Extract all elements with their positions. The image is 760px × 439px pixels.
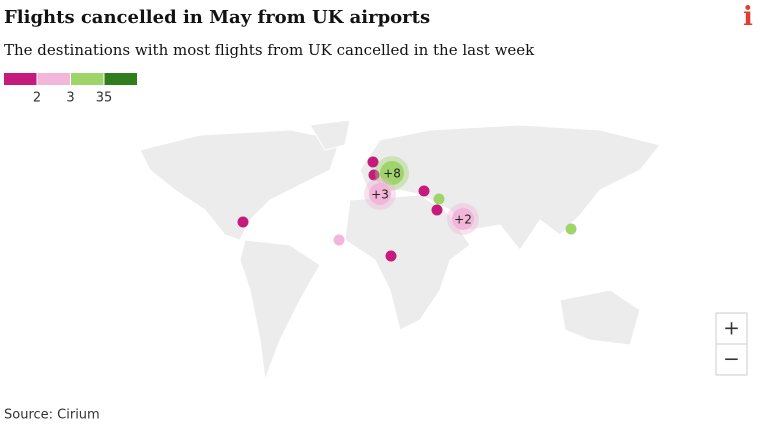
destination-marker bbox=[385, 250, 397, 262]
destination-marker bbox=[368, 169, 380, 181]
land bbox=[309, 119, 351, 151]
cluster-marker bbox=[380, 161, 404, 185]
destination-marker bbox=[418, 185, 430, 197]
land bbox=[559, 289, 641, 346]
legend-label: 2 bbox=[33, 91, 41, 106]
zoom-in-label[interactable]: + bbox=[723, 316, 740, 340]
logo: i bbox=[743, 2, 753, 32]
legend-swatch bbox=[37, 73, 70, 85]
source: Source: Cirium bbox=[4, 408, 100, 423]
destination-marker bbox=[367, 156, 379, 168]
legend-swatch bbox=[71, 73, 104, 85]
destination-marker bbox=[431, 204, 443, 216]
subtitle: The destinations with most flights from … bbox=[4, 41, 535, 59]
destination-marker bbox=[333, 234, 345, 246]
cluster-marker bbox=[452, 208, 474, 230]
zoom-out-label[interactable]: − bbox=[723, 347, 740, 371]
legend-label: 35 bbox=[96, 91, 113, 106]
zoom-out-button[interactable] bbox=[715, 343, 748, 376]
destination-marker bbox=[237, 216, 249, 228]
legend-label: 3 bbox=[66, 91, 74, 106]
legend-swatch bbox=[104, 73, 137, 85]
cluster-label: +2 bbox=[454, 213, 472, 227]
land bbox=[139, 129, 341, 241]
cluster-label: +8 bbox=[383, 167, 401, 181]
title: Flights cancelled in May from UK airport… bbox=[4, 7, 430, 28]
legend: 2 3 35 bbox=[4, 73, 137, 106]
cluster-label: +3 bbox=[371, 188, 389, 202]
land bbox=[239, 239, 321, 381]
markers: +8 +3 +2 bbox=[237, 156, 577, 262]
destination-marker bbox=[565, 223, 577, 235]
legend-swatch bbox=[4, 73, 37, 85]
destination-marker bbox=[433, 193, 445, 205]
zoom-in-button[interactable] bbox=[715, 312, 748, 345]
zoom-controls: + − bbox=[715, 312, 748, 376]
basemap bbox=[139, 119, 661, 381]
cluster-marker bbox=[369, 183, 391, 205]
land bbox=[344, 194, 471, 331]
